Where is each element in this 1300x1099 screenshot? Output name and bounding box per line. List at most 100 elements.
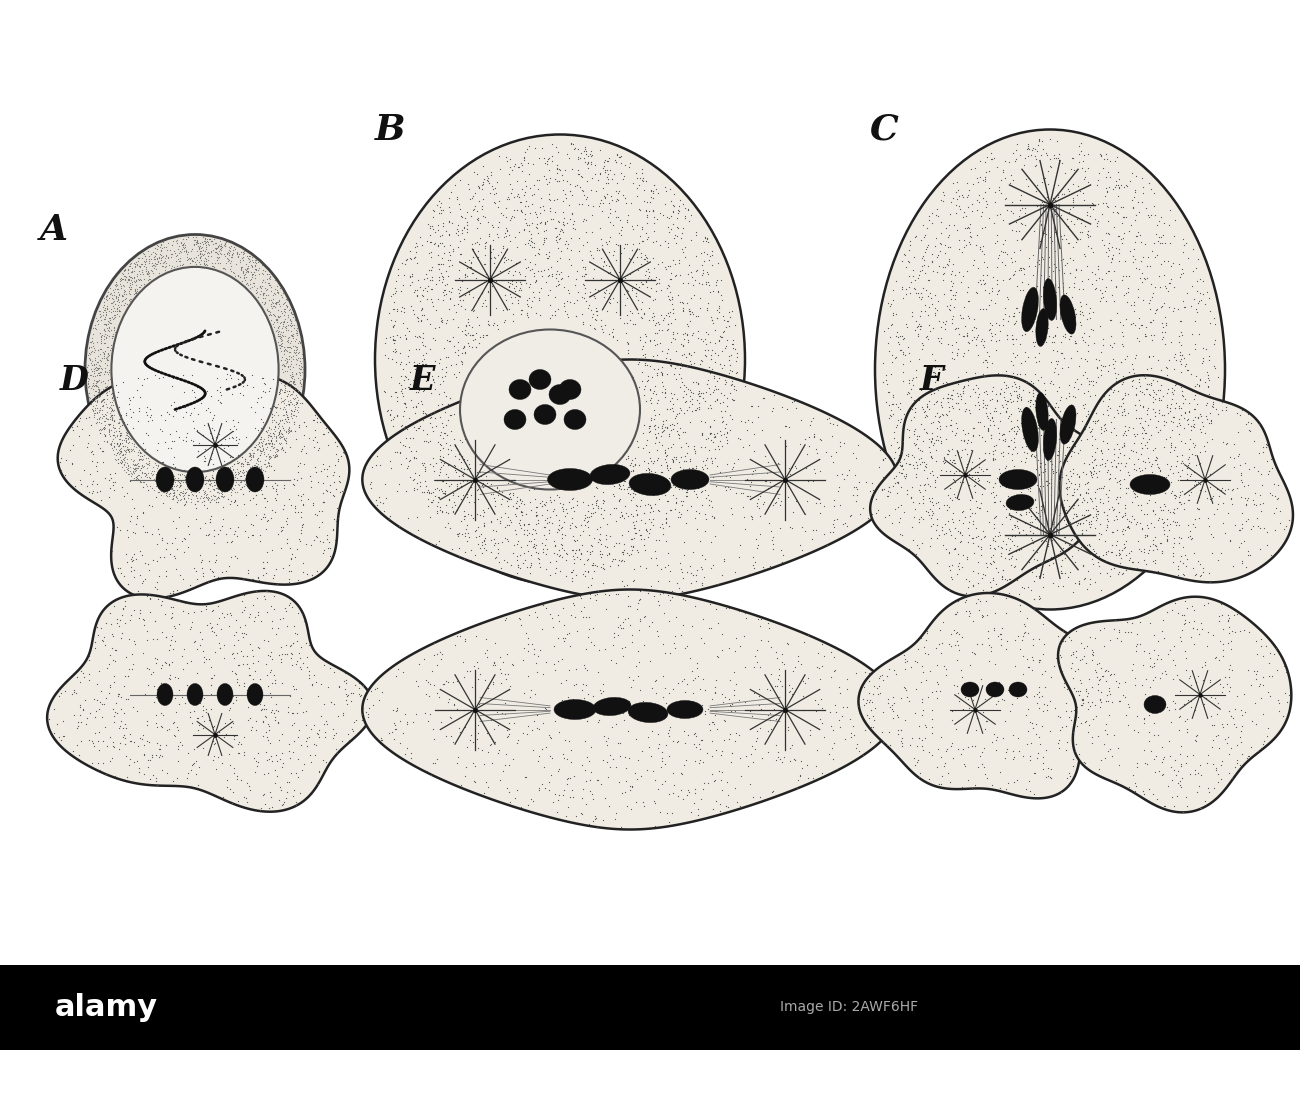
Point <box>168 737 188 755</box>
Point <box>308 502 329 520</box>
Point <box>660 422 681 440</box>
Point <box>98 415 118 433</box>
Point <box>161 480 182 498</box>
Point <box>214 237 235 255</box>
Point <box>736 487 757 504</box>
Point <box>1123 722 1144 740</box>
Point <box>134 611 155 629</box>
Point <box>593 410 614 428</box>
Point <box>1126 513 1147 531</box>
Point <box>556 304 577 322</box>
Point <box>532 740 552 757</box>
Point <box>711 402 732 420</box>
Point <box>390 444 411 462</box>
Point <box>234 569 255 587</box>
Point <box>199 513 220 531</box>
Point <box>677 480 698 498</box>
Point <box>282 309 303 326</box>
Point <box>1118 284 1139 301</box>
Point <box>436 485 456 502</box>
Point <box>584 587 605 604</box>
Point <box>1022 307 1043 324</box>
Point <box>1072 690 1093 708</box>
Point <box>968 537 989 555</box>
Point <box>629 331 650 348</box>
Point <box>675 463 696 480</box>
Point <box>446 475 467 492</box>
Point <box>238 529 259 546</box>
Point <box>551 498 572 515</box>
Point <box>94 363 114 380</box>
Point <box>672 470 693 488</box>
Point <box>677 201 698 219</box>
Point <box>715 712 736 730</box>
Point <box>1132 317 1153 334</box>
Point <box>1006 463 1027 480</box>
Point <box>510 610 530 628</box>
Point <box>1115 285 1136 302</box>
Point <box>378 349 399 367</box>
Point <box>1257 726 1278 744</box>
Point <box>549 786 569 803</box>
Point <box>1173 555 1193 573</box>
Point <box>127 454 148 471</box>
Point <box>887 417 907 434</box>
Point <box>959 491 980 509</box>
Point <box>407 521 428 539</box>
Point <box>188 475 209 492</box>
Point <box>1079 715 1100 733</box>
Point <box>237 655 257 673</box>
Point <box>641 463 662 480</box>
Point <box>1061 531 1082 548</box>
Point <box>529 641 550 658</box>
Point <box>477 284 498 301</box>
Point <box>1158 252 1179 269</box>
Point <box>1134 386 1154 403</box>
Point <box>117 262 138 279</box>
Point <box>1040 397 1061 414</box>
Point <box>1132 460 1153 478</box>
Point <box>242 669 263 687</box>
Point <box>573 258 594 276</box>
Point <box>468 659 489 677</box>
Point <box>61 419 82 436</box>
Point <box>94 289 114 307</box>
Point <box>1054 185 1075 202</box>
Point <box>920 537 941 555</box>
Point <box>562 160 582 178</box>
Point <box>103 281 124 299</box>
Point <box>1048 187 1069 204</box>
Point <box>525 304 546 322</box>
Point <box>554 513 575 531</box>
Point <box>638 443 659 460</box>
Point <box>233 473 254 490</box>
Point <box>621 626 642 644</box>
Point <box>129 609 150 626</box>
Point <box>575 260 595 278</box>
Point <box>590 270 611 288</box>
Point <box>1028 388 1049 406</box>
Point <box>788 653 809 670</box>
Point <box>109 422 130 440</box>
Point <box>971 428 992 445</box>
Point <box>266 322 287 340</box>
Point <box>274 303 295 321</box>
Point <box>958 519 979 536</box>
Point <box>260 270 281 288</box>
Point <box>1114 400 1135 418</box>
Point <box>911 334 932 352</box>
Point <box>283 343 304 360</box>
Point <box>155 481 176 499</box>
Point <box>225 473 246 490</box>
Point <box>202 247 222 265</box>
Point <box>247 589 268 607</box>
Point <box>810 670 831 688</box>
Point <box>82 357 103 375</box>
Point <box>1152 328 1173 345</box>
Point <box>264 307 285 324</box>
Point <box>625 285 646 302</box>
Point <box>467 702 488 720</box>
Point <box>654 477 675 495</box>
Point <box>590 317 611 334</box>
Point <box>478 225 499 243</box>
